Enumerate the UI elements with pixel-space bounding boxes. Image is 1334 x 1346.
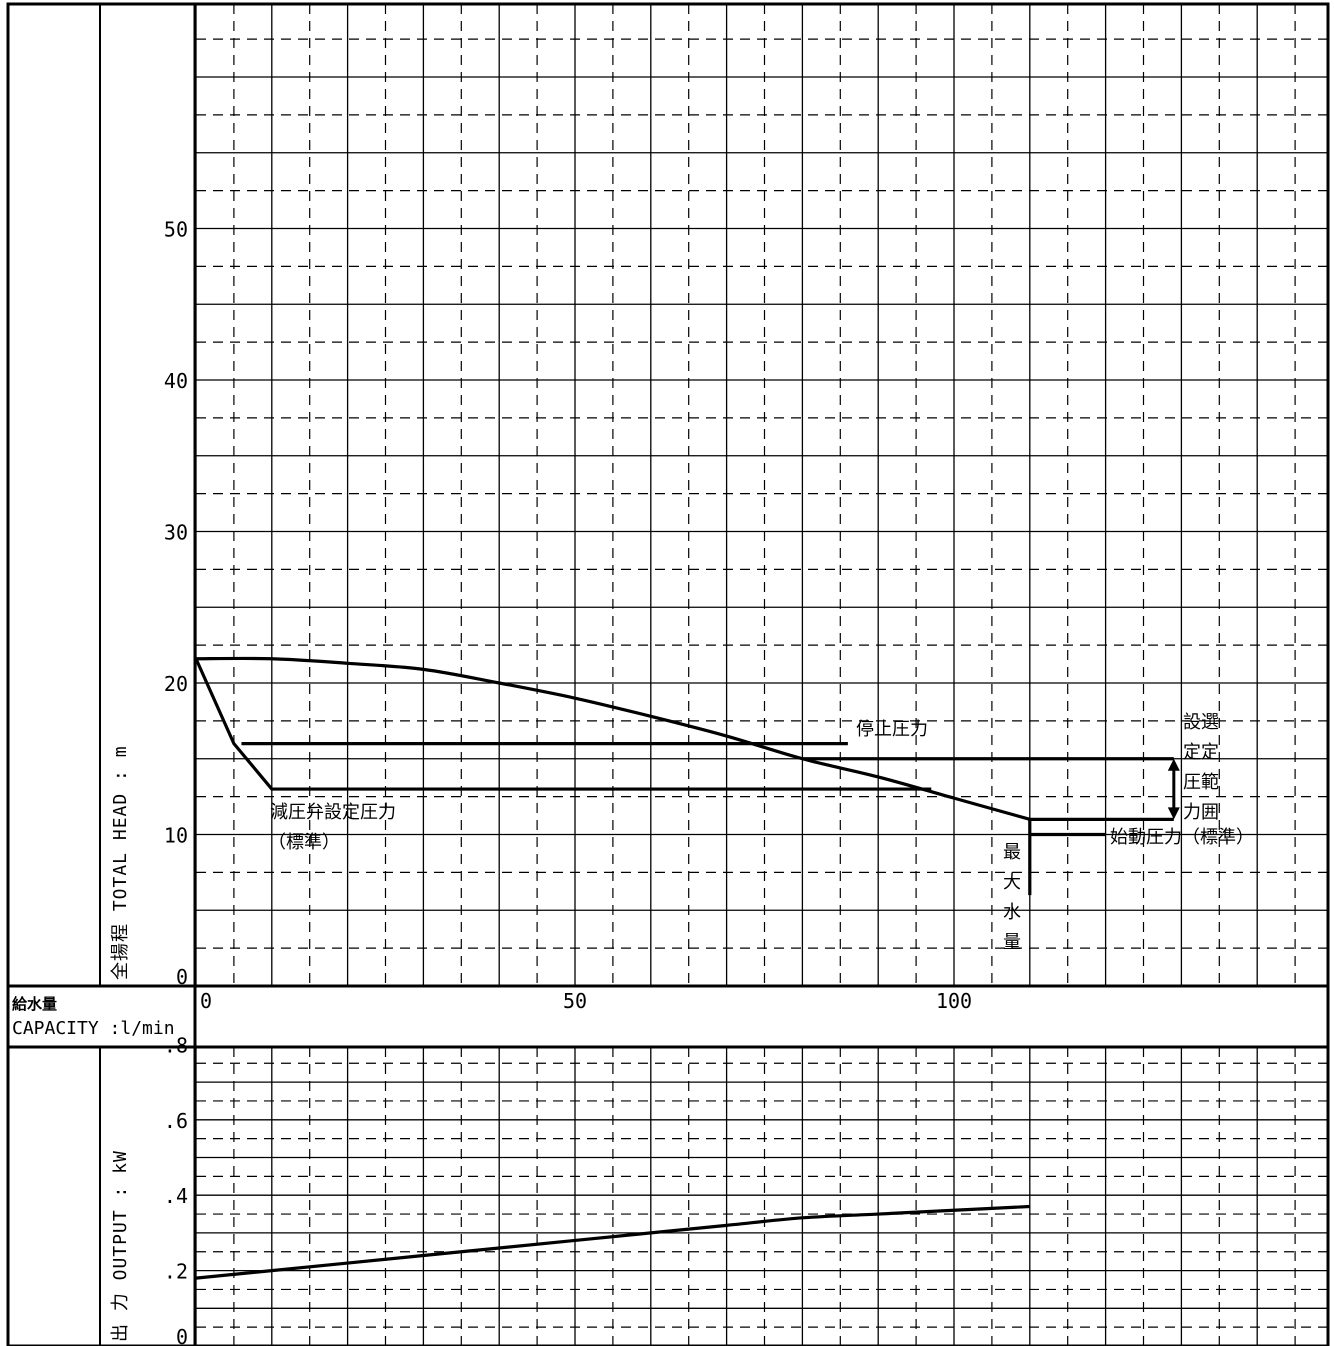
setting-range-char: 設 xyxy=(1183,712,1201,733)
capacity-label-jp: 給水量 xyxy=(12,995,57,1013)
head-tick-label: 50 xyxy=(164,218,188,242)
output-tick-label: .2 xyxy=(164,1260,188,1284)
capacity-tick-label: 100 xyxy=(936,989,972,1013)
prv-setting-label: 減圧弁設定圧力 xyxy=(270,802,396,823)
prv-setting-sub-label: （標準） xyxy=(268,832,340,853)
head-tick-label: 30 xyxy=(164,521,188,545)
output-tick-label: .4 xyxy=(164,1184,188,1208)
max-flow-char: 最 xyxy=(1003,842,1021,863)
setting-range-char: 定 xyxy=(1183,742,1201,763)
head-tick-label: 40 xyxy=(164,369,188,393)
setting-range-char: 力 xyxy=(1183,802,1201,823)
capacity-label-en: CAPACITY :l/min xyxy=(12,1018,175,1039)
head-tick-label: 10 xyxy=(164,824,188,848)
output-tick-label: 0 xyxy=(176,1325,188,1346)
capacity-tick-label: 0 xyxy=(200,989,212,1013)
setting-range-char: 選 xyxy=(1201,712,1219,733)
output-axis-title: 出 力 OUTPUT : kW xyxy=(110,1150,131,1342)
max-flow-char: 量 xyxy=(1003,932,1021,953)
capacity-tick-label: 50 xyxy=(563,989,587,1013)
head-tick-label: 0 xyxy=(176,965,188,989)
start-pressure-label: 始動圧力（標準） xyxy=(1110,827,1254,848)
max-flow-char: 大 xyxy=(1003,872,1021,893)
head-tick-label: 20 xyxy=(164,672,188,696)
head-axis-title: 全揚程 TOTAL HEAD : m xyxy=(110,745,131,980)
setting-range-char: 圧 xyxy=(1183,772,1201,793)
setting-range-char: 囲 xyxy=(1201,802,1219,823)
setting-range-char: 範 xyxy=(1201,772,1219,793)
stop-pressure-label: 停止圧力 xyxy=(856,719,928,740)
setting-range-char: 定 xyxy=(1201,742,1219,763)
output-tick-label: .6 xyxy=(164,1109,188,1133)
max-flow-char: 水 xyxy=(1003,902,1021,923)
